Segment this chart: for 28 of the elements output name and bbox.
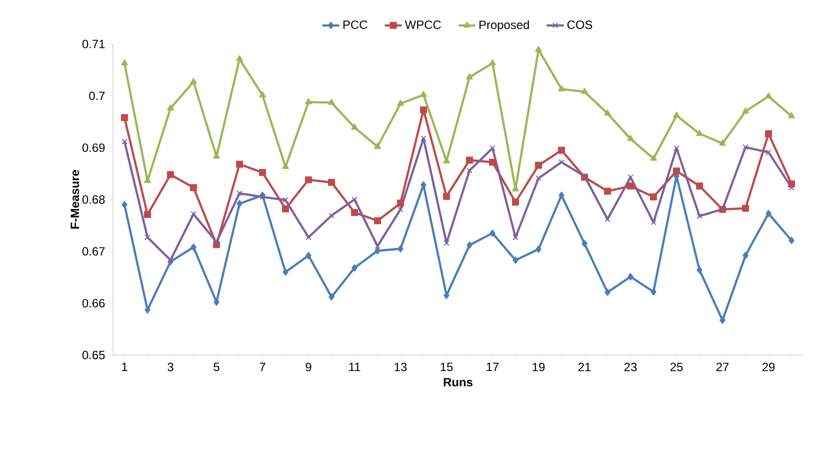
y-tick-label: 0.66 bbox=[82, 298, 105, 308]
legend-label: PCC bbox=[343, 20, 368, 29]
legend-label: WPCC bbox=[404, 20, 441, 29]
legend-label: COS bbox=[567, 20, 592, 29]
y-tick-label: 0.7 bbox=[89, 92, 105, 100]
x-tick-label: 21 bbox=[578, 362, 591, 372]
x-tick-label: 13 bbox=[394, 362, 407, 372]
x-tick-label: 7 bbox=[260, 362, 266, 371]
y-tick-label: 0.65 bbox=[82, 350, 105, 360]
x-tick-label: 17 bbox=[486, 362, 499, 371]
x-tick-label: 5 bbox=[214, 362, 220, 372]
x-tick-label: 1 bbox=[122, 362, 128, 371]
x-tick-label: 27 bbox=[716, 362, 729, 372]
x-tick-label: 3 bbox=[168, 362, 174, 372]
y-tick-label: 0.67 bbox=[82, 247, 105, 256]
y-tick-label: 0.68 bbox=[82, 195, 105, 204]
x-tick-label: 19 bbox=[532, 362, 545, 372]
x-tick-label: 25 bbox=[670, 362, 683, 372]
x-tick-label: 15 bbox=[440, 362, 453, 372]
x-tick-label: 29 bbox=[762, 362, 775, 372]
y-tick-label: 0.69 bbox=[82, 143, 105, 152]
y-tick-label: 0.71 bbox=[82, 40, 105, 48]
y-axis-title: F-Measure bbox=[70, 170, 80, 229]
x-axis-title: Runs bbox=[444, 378, 472, 386]
legend-label: Proposed bbox=[479, 20, 529, 32]
x-tick-label: 23 bbox=[624, 362, 637, 372]
x-tick-label: 11 bbox=[349, 362, 360, 371]
x-tick-label: 9 bbox=[306, 362, 312, 372]
